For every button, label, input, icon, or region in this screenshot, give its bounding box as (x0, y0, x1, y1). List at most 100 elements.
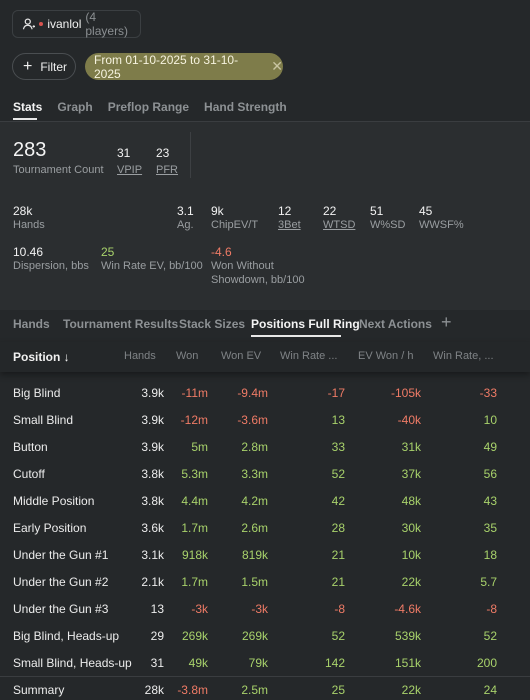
col-ev-won-h[interactable]: EV Won / h (358, 350, 414, 362)
active-tab-indicator (13, 118, 37, 120)
cell-win-rate-2: -33 (479, 386, 497, 400)
cell-ev-won-h: -105k (390, 386, 421, 400)
table-row[interactable]: Button 3.9k 5m 2.8m 33 31k 49 (0, 433, 530, 460)
table-header (0, 342, 530, 372)
cell-won-ev: 3.3m (241, 467, 268, 481)
cell-win-rate-2: 43 (483, 494, 497, 508)
cell-win-rate: 42 (331, 494, 345, 508)
stats-panel (0, 121, 530, 310)
wtsd-value: 22 (323, 204, 337, 218)
col-position[interactable]: Position ↓ (13, 350, 70, 364)
col-won[interactable]: Won (176, 350, 199, 362)
subtab-next-actions[interactable]: Next Actions (359, 317, 432, 331)
cell-win-rate: 25 (331, 683, 345, 697)
table-row[interactable]: Under the Gun #3 13 -3k -3k -8 -4.6k -8 (0, 595, 530, 622)
winrate-ev-value: 25 (101, 245, 115, 259)
add-tab-icon[interactable]: + (441, 312, 452, 332)
cell-ev-won-h: -40k (397, 413, 421, 427)
cell-position: Small Blind (13, 413, 74, 427)
cell-win-rate: -8 (334, 602, 345, 616)
cell-win-rate-2: 49 (483, 440, 497, 454)
cell-win-rate: 52 (331, 629, 345, 643)
col-hands[interactable]: Hands (124, 350, 156, 362)
cell-ev-won-h: 37k (401, 467, 421, 481)
tab-preflop-range[interactable]: Preflop Range (107, 100, 190, 114)
subtab-tournament-results[interactable]: Tournament Results (63, 317, 179, 331)
cell-hands: 3.9k (141, 386, 164, 400)
plus-icon: + (23, 57, 33, 75)
stats-divider (190, 132, 191, 178)
cell-won: 918k (181, 548, 208, 562)
table-row[interactable]: Big Blind 3.9k -11m -9.4m -17 -105k -33 (0, 379, 530, 406)
col-won-ev[interactable]: Won EV (221, 350, 262, 362)
table-row[interactable]: Small Blind, Heads-up 31 49k 79k 142 151k 200 (0, 649, 530, 676)
cell-won: -3.8m (177, 683, 208, 697)
won-without-sd-label-2: Showdown, bb/100 (211, 274, 305, 286)
table-row[interactable]: Small Blind 3.9k -12m -3.6m 13 -40k 10 (0, 406, 530, 433)
subtab-positions-full-ring[interactable]: Positions Full Ring (251, 317, 360, 331)
cell-won-ev: 4.2m (241, 494, 268, 508)
winrate-ev-label: Win Rate EV, bb/100 (101, 260, 203, 272)
pfr-label[interactable]: PFR (156, 164, 178, 176)
cell-win-rate-2: 10 (483, 413, 497, 427)
cell-win-rate: -17 (327, 386, 345, 400)
cell-won-ev: 2.6m (241, 521, 268, 535)
tab-stats[interactable]: Stats (13, 100, 43, 114)
table-row[interactable]: Under the Gun #2 2.1k 1.7m 1.5m 21 22k 5.7 (0, 568, 530, 595)
cell-hands: 2.1k (141, 575, 164, 589)
cell-win-rate: 21 (331, 548, 345, 562)
player-count: (4 players) (85, 10, 129, 38)
cell-hands: 13 (150, 602, 164, 616)
wtsd-label[interactable]: WTSD (323, 219, 356, 231)
wsd-label: W%SD (370, 219, 406, 231)
cell-win-rate: 21 (331, 575, 345, 589)
cell-ev-won-h: 151k (394, 656, 421, 670)
cell-hands: 28k (144, 683, 164, 697)
cell-won: 5m (191, 440, 208, 454)
pfr-value: 23 (156, 146, 170, 160)
active-subtab-indicator (251, 335, 341, 337)
cell-position: Under the Gun #3 (13, 602, 109, 616)
date-range-chip[interactable]: From 01-10-2025 to 31-10-2025 ✕ (85, 52, 283, 81)
hands-value: 28k (13, 204, 33, 218)
cell-hands: 3.9k (141, 413, 164, 427)
tab-graph[interactable]: Graph (57, 100, 93, 114)
subtab-hands[interactable]: Hands (13, 317, 50, 331)
vpip-label[interactable]: VPIP (117, 164, 143, 176)
cell-win-rate: 52 (331, 467, 345, 481)
cell-position: Under the Gun #1 (13, 548, 109, 562)
dispersion-value: 10.46 (13, 245, 44, 259)
cell-position: Big Blind, Heads-up (13, 629, 120, 643)
threebet-label[interactable]: 3Bet (278, 219, 301, 231)
cell-won-ev: 79k (248, 656, 268, 670)
tournament-count-label: Tournament Count (13, 164, 104, 176)
player-selector[interactable]: ivanlol (4 players) (12, 10, 141, 38)
cell-win-rate-2: 18 (483, 548, 497, 562)
tab-hand-strength[interactable]: Hand Strength (204, 100, 287, 114)
date-range-label: From 01-10-2025 to 31-10-2025 (94, 52, 239, 81)
col-win-rate-2[interactable]: Win Rate, ... (433, 350, 494, 362)
cell-position: Small Blind, Heads-up (13, 656, 132, 670)
table-row[interactable]: Big Blind, Heads-up 29 269k 269k 52 539k 52 (0, 622, 530, 649)
ag-label: Ag. (177, 219, 194, 231)
table-row[interactable]: Under the Gun #1 3.1k 918k 819k 21 10k 18 (0, 541, 530, 568)
ag-value: 3.1 (177, 204, 194, 218)
cell-hands: 31 (150, 656, 164, 670)
table-row[interactable]: Cutoff 3.8k 5.3m 3.3m 52 37k 56 (0, 460, 530, 487)
subtab-stack-sizes[interactable]: Stack Sizes (179, 317, 246, 331)
filter-button[interactable]: + Filter (12, 53, 76, 80)
cell-win-rate-2: 35 (483, 521, 497, 535)
table-row[interactable]: Middle Position 3.8k 4.4m 4.2m 42 48k 43 (0, 487, 530, 514)
table-row[interactable]: Early Position 3.6k 1.7m 2.6m 28 30k 35 (0, 514, 530, 541)
player-name: ivanlol (47, 17, 82, 31)
cell-win-rate: 13 (331, 413, 345, 427)
cell-won: 49k (188, 656, 208, 670)
cell-ev-won-h: 539k (394, 629, 421, 643)
cell-won: 1.7m (181, 575, 208, 589)
col-win-rate[interactable]: Win Rate ... (280, 350, 338, 362)
threebet-value: 12 (278, 204, 292, 218)
cell-position: Button (13, 440, 48, 454)
summary-row[interactable]: Summary 28k -3.8m 2.5m 25 22k 24 (0, 676, 530, 700)
close-icon[interactable]: ✕ (271, 58, 283, 74)
cell-win-rate-2: 5.7 (480, 575, 497, 589)
